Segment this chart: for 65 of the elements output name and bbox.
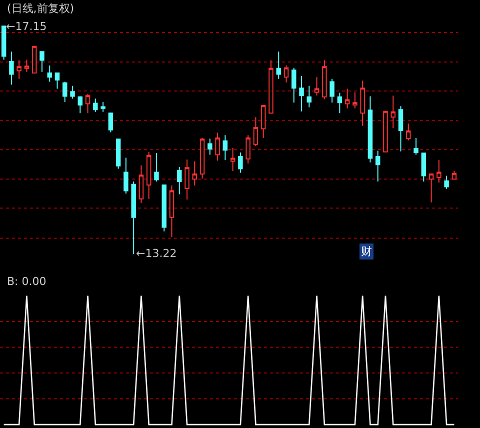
candlestick	[47, 65, 52, 82]
candlestick	[78, 96, 83, 114]
candlestick	[131, 180, 136, 254]
candlestick	[368, 96, 373, 163]
candlestick	[169, 185, 174, 238]
candlestick	[292, 67, 296, 104]
candlestick	[284, 65, 289, 83]
candlestick	[200, 138, 205, 180]
chart-title: (日线,前复权)	[7, 2, 74, 15]
candlestick	[337, 92, 342, 114]
annotation: 财	[361, 245, 372, 258]
annotation: ←17.15	[6, 20, 47, 33]
candlestick	[276, 51, 281, 80]
candlestick	[100, 102, 106, 112]
candlestick	[360, 80, 365, 126]
candlestick	[268, 60, 274, 114]
candlestick	[238, 152, 243, 174]
candlestick	[222, 134, 228, 161]
candlestick	[428, 173, 434, 203]
candlestick	[146, 151, 152, 200]
candlestick	[177, 166, 182, 195]
candlestick	[116, 138, 121, 170]
candlestick	[162, 184, 166, 232]
candlestick	[154, 152, 159, 182]
candlestick	[414, 138, 418, 156]
chart-title: B: 0.00	[7, 275, 46, 288]
candlestick	[314, 76, 320, 96]
candlestick	[108, 112, 114, 133]
candlestick	[40, 51, 44, 72]
candlestick	[352, 92, 358, 109]
annotation: ←13.22	[136, 247, 177, 260]
candlestick	[253, 116, 258, 147]
candlestick	[452, 170, 457, 180]
candlestick	[260, 105, 266, 138]
candlestick	[208, 138, 212, 156]
candlestick	[344, 88, 350, 109]
candlestick	[93, 98, 98, 112]
candlestick	[398, 106, 404, 152]
candlestick	[24, 59, 30, 72]
candlestick	[16, 60, 22, 80]
candlestick	[138, 164, 144, 204]
candlestick	[322, 60, 327, 100]
candlestick	[192, 160, 198, 186]
candlestick	[375, 150, 380, 182]
candlestick	[246, 134, 250, 164]
candlestick	[299, 75, 304, 112]
candlestick	[1, 26, 6, 60]
candlestick	[124, 157, 128, 194]
candlestick	[406, 123, 411, 141]
candlestick	[32, 46, 37, 74]
candlestick	[85, 93, 90, 114]
candlestick	[54, 72, 60, 90]
candlestick	[215, 132, 220, 162]
candlestick	[421, 152, 426, 182]
candlestick	[62, 81, 68, 103]
candlestick	[184, 158, 190, 200]
candlestick	[306, 85, 312, 108]
candlestick	[383, 110, 388, 152]
candlestick	[390, 95, 396, 129]
candlestick	[444, 175, 449, 190]
candlestick	[330, 78, 334, 104]
candlestick	[436, 160, 442, 184]
candlestick	[230, 147, 236, 172]
candlestick	[70, 85, 75, 100]
candlestick	[9, 51, 14, 86]
